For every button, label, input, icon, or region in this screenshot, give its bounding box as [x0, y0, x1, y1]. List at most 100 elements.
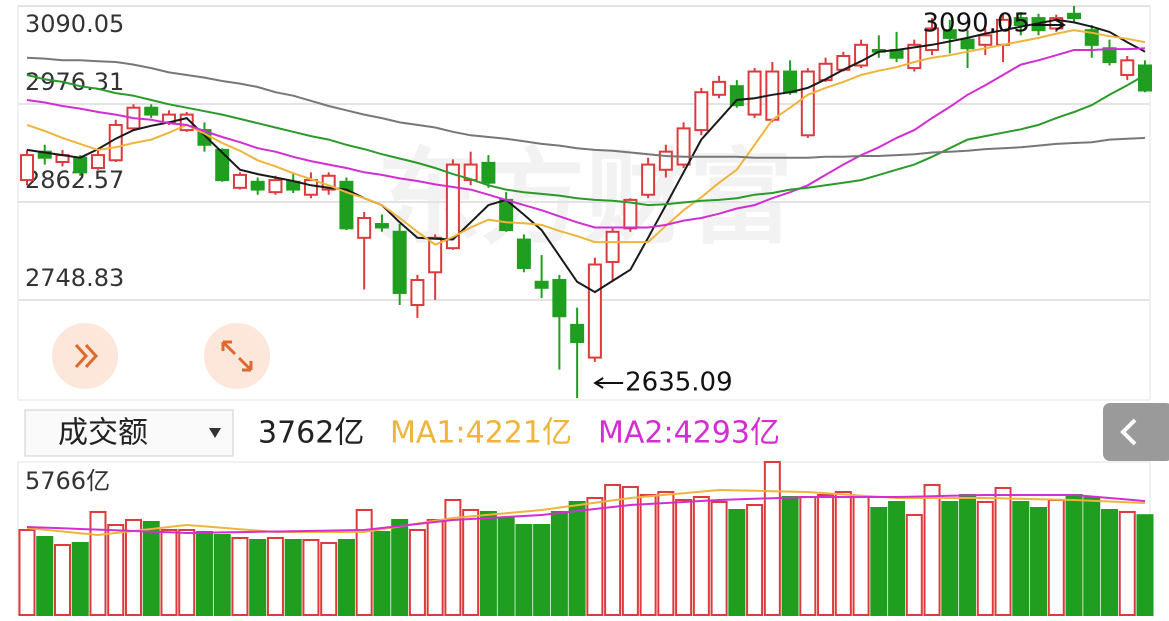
candle-body: [605, 230, 620, 263]
volume-ma1: MA1:4221亿: [390, 416, 572, 451]
ma-line: [26, 56, 1146, 159]
volume-bar: [142, 520, 160, 616]
candle-body: [374, 223, 389, 229]
candle-body: [623, 198, 638, 230]
volume-bar: [905, 513, 923, 616]
candle-body: [215, 148, 230, 182]
volume-bar: [320, 541, 338, 616]
volume-bar: [444, 498, 462, 617]
volume-bar: [355, 509, 373, 616]
candle-body: [268, 179, 283, 194]
volume-bar: [124, 518, 142, 616]
ma-line: [26, 47, 1146, 229]
collapse-icon: [74, 343, 89, 369]
candle-body: [783, 70, 798, 94]
candle-body: [410, 279, 425, 307]
candle-body: [90, 154, 105, 170]
volume-bar: [18, 528, 36, 616]
volume-ma-line: [26, 488, 1146, 537]
volume-bar: [1030, 506, 1048, 617]
side-toggle-button[interactable]: [1103, 403, 1169, 461]
volume-bar: [337, 538, 355, 617]
volume-bar: [533, 523, 551, 617]
candle-body: [1102, 47, 1117, 64]
volume-bar: [710, 500, 728, 616]
volume-bar: [976, 500, 994, 616]
volume-bar: [1047, 498, 1065, 617]
side-toggle-icon: [1120, 418, 1137, 446]
candle-body: [587, 263, 602, 359]
candle-body: [357, 217, 372, 239]
volume-bar: [604, 483, 622, 616]
candle-body: [20, 154, 34, 182]
candle-body: [747, 70, 762, 116]
volume-bar: [195, 530, 213, 616]
volume-bar: [959, 493, 977, 616]
ma-line: [26, 18, 1146, 294]
volume-bar: [1101, 509, 1119, 616]
volume-bar: [923, 483, 941, 616]
dropdown-label: 成交额: [58, 416, 148, 451]
y-tick-label: 5766亿: [25, 467, 110, 495]
candle-body: [552, 279, 567, 318]
volume-bar: [89, 510, 107, 616]
volume-bar: [763, 461, 781, 616]
candle-body: [392, 230, 407, 294]
high-arrow: [1032, 19, 1066, 31]
volume-bar: [515, 523, 533, 617]
volume-current: 3762亿: [258, 416, 364, 451]
candle-body: [658, 150, 673, 171]
expand-button[interactable]: [204, 323, 270, 389]
candle-body: [73, 156, 88, 174]
volume-bar: [1118, 510, 1136, 616]
candle-body: [978, 34, 993, 46]
volume-ma-line: [26, 494, 1146, 535]
candle-body: [108, 123, 123, 162]
volume-bar: [852, 495, 870, 616]
volume-bar: [692, 495, 710, 616]
candle-body: [1013, 17, 1028, 26]
volume-bar: [1136, 514, 1154, 616]
volume-bar: [568, 500, 586, 616]
collapse-icon: [84, 343, 99, 369]
volume-bar: [1083, 496, 1101, 616]
volume-bar: [1012, 500, 1030, 616]
volume-bar: [426, 518, 444, 616]
volume-ma2: MA2:4293亿: [598, 416, 780, 451]
candle-body: [144, 106, 159, 116]
candle-body: [694, 91, 709, 132]
candle-body: [641, 163, 656, 196]
low-label: 2635.09: [625, 368, 733, 398]
volume-bar: [479, 510, 497, 616]
volume-bar: [231, 536, 249, 617]
volume-bar: [160, 528, 178, 616]
volume-bar: [373, 530, 391, 616]
volume-bar: [834, 490, 852, 617]
candle-body: [712, 80, 727, 96]
volume-bar: [497, 516, 515, 616]
volume-bar: [391, 518, 409, 616]
high-label: 3090.05: [922, 9, 1030, 39]
volume-bar: [888, 500, 906, 616]
volume-bar: [462, 509, 480, 616]
volume-bar: [107, 523, 125, 617]
expand-icon: [221, 340, 253, 372]
candle-body: [729, 85, 744, 107]
volume-bar: [621, 485, 639, 617]
volume-bar: [550, 510, 568, 616]
indicator-dropdown[interactable]: [24, 409, 234, 457]
volume-bar: [302, 538, 320, 617]
candle-body: [516, 238, 531, 269]
volume-bar: [657, 490, 675, 617]
ma-line: [26, 29, 1146, 246]
candle-body: [942, 29, 957, 39]
low-arrow: [593, 377, 624, 389]
volume-bar: [71, 541, 89, 616]
volume-bar: [249, 538, 267, 617]
dropdown-arrow: [209, 428, 221, 438]
volume-bar: [586, 496, 604, 616]
volume-bar: [36, 535, 54, 616]
volume-bar: [408, 528, 426, 616]
candle-body: [1067, 12, 1082, 20]
candle-body: [1120, 59, 1135, 76]
